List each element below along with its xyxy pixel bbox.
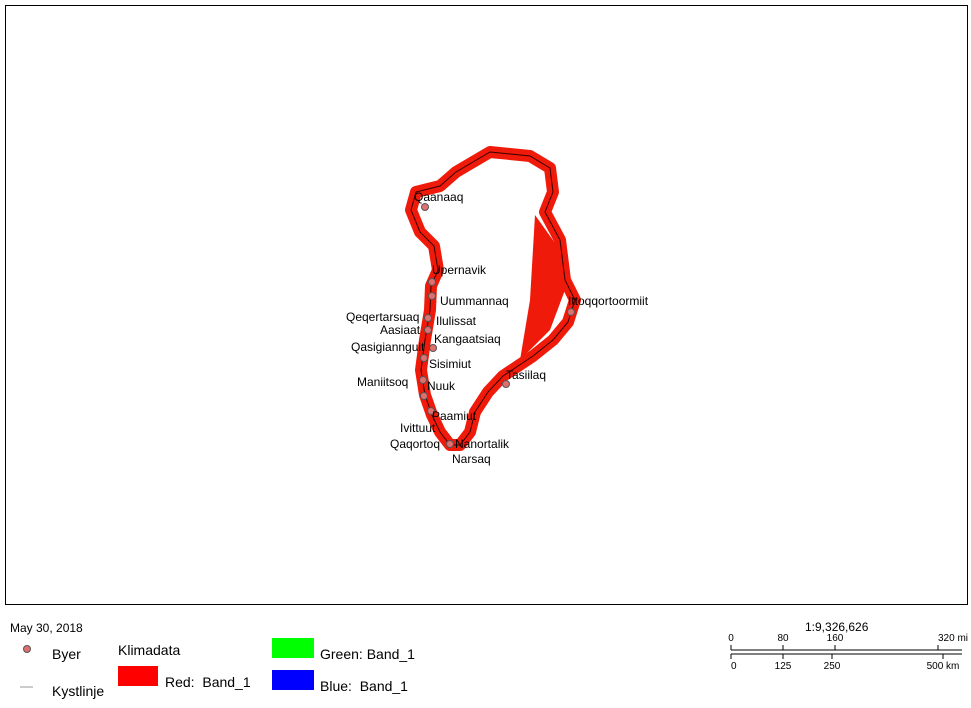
city-label: Kangaatsiaq — [434, 332, 501, 346]
city-point — [420, 392, 428, 400]
city-label: Ilulissat — [436, 314, 477, 328]
date: May 30, 2018 — [10, 621, 83, 635]
cities: Qaanaaq Upernavik Uummannaq Qeqertarsuaq Ilu… — [346, 190, 649, 466]
legend-swatch — [272, 670, 314, 690]
scale-label: 0 — [731, 661, 737, 672]
city-point — [428, 278, 436, 286]
legend-label: Red: Band_1 — [165, 674, 251, 690]
city-point — [429, 344, 437, 352]
scale-label: 500 km — [927, 661, 960, 672]
city-label: Narsaq — [452, 452, 491, 466]
scale-bar: 0 80 160 320 mi 0 125 250 500 km — [728, 633, 968, 672]
scale-label: 0 — [728, 633, 734, 644]
scale-label: 250 — [824, 661, 841, 672]
city-label: Qasigiannguit — [351, 340, 425, 354]
city-point — [421, 203, 429, 211]
city-label: Upernavik — [432, 263, 487, 277]
legend-label: Kystlinje — [52, 683, 104, 699]
city-label: Paamiut — [432, 409, 477, 423]
city-point — [419, 376, 427, 384]
city-label: Uummannaq — [440, 294, 509, 308]
city-label: Qaqortoq — [390, 437, 440, 451]
legend-label: Green: Band_1 — [320, 646, 415, 662]
legend-title: Klimadata — [118, 642, 180, 658]
scale-label: 80 — [777, 633, 789, 644]
city-point — [428, 292, 436, 300]
city-label: Ivittuut — [400, 421, 436, 435]
city-point — [567, 308, 575, 316]
city-point — [420, 354, 428, 362]
city-label: Aasiaat — [380, 323, 421, 337]
city-label: Nuuk — [427, 379, 456, 393]
city-label: Ittoqqortoormiit — [568, 294, 649, 308]
legend-swatch — [272, 638, 314, 658]
legend-swatch — [118, 666, 158, 686]
city-point — [424, 314, 432, 322]
legend-label: Byer — [52, 646, 81, 662]
city-label: Maniitsoq — [357, 375, 408, 389]
city-label: Sisimiut — [429, 357, 472, 371]
greenland — [405, 146, 581, 451]
scale-ratio: 1:9,326,626 — [805, 620, 869, 634]
city-label: Qaanaaq — [414, 190, 463, 204]
scale-label: 160 — [827, 633, 844, 644]
city-point — [502, 380, 510, 388]
legend-city-symbol — [23, 645, 31, 653]
city-point — [424, 326, 432, 334]
legend-label: Blue: Band_1 — [320, 678, 408, 694]
city-label: Tasiilaq — [506, 368, 546, 382]
city-point — [446, 440, 454, 448]
scale-label: 320 mi — [938, 633, 968, 644]
city-label: Qeqertarsuaq — [346, 310, 419, 324]
city-point — [427, 407, 435, 415]
city-label: Nanortalik — [455, 437, 510, 451]
scale-label: 125 — [775, 661, 792, 672]
